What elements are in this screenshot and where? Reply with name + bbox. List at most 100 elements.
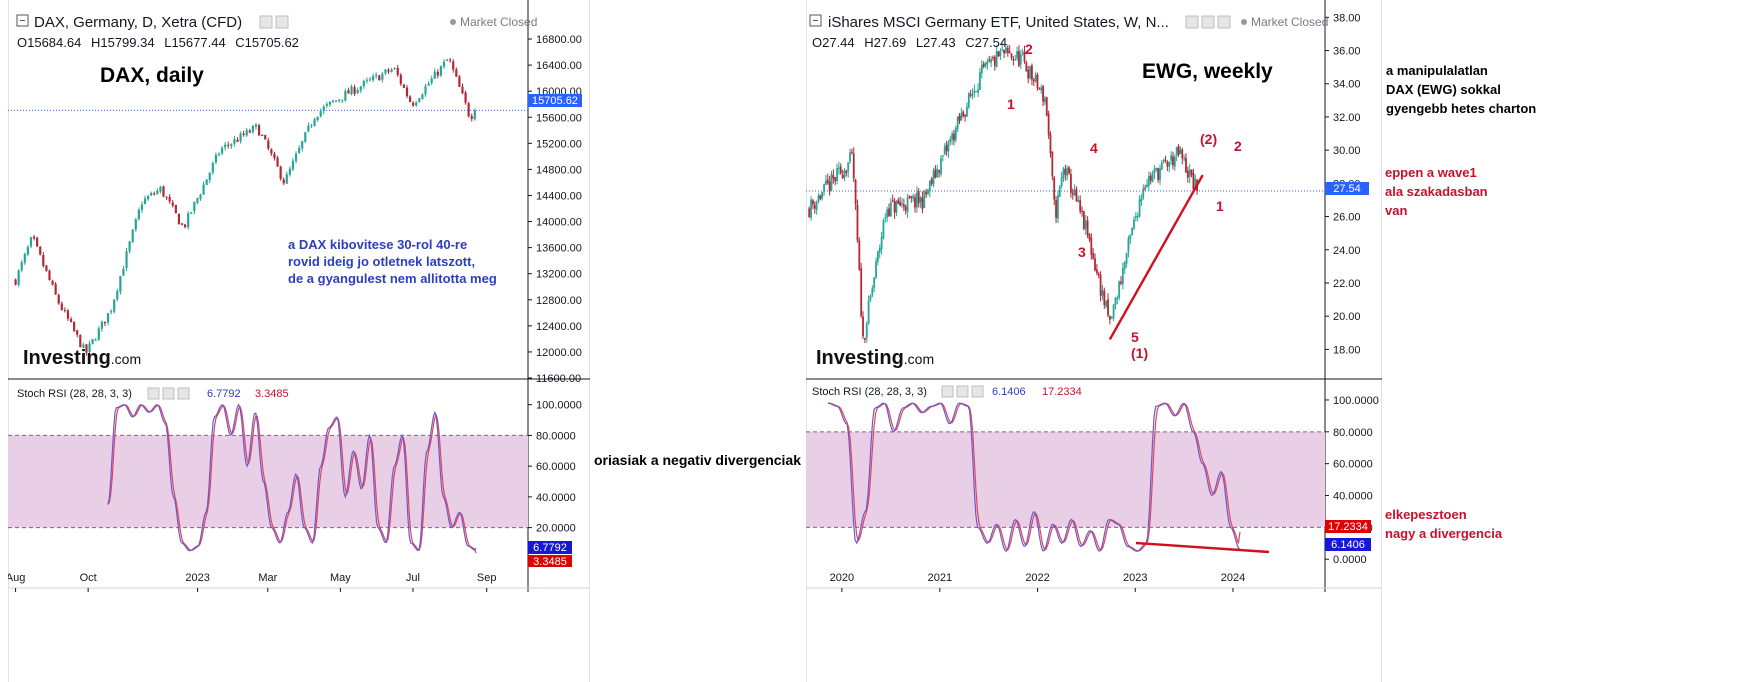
market-status-dot	[450, 19, 456, 25]
candle-body	[1149, 175, 1152, 181]
candle-body	[958, 115, 961, 122]
candle-body	[960, 113, 963, 121]
svg-text:15705.62: 15705.62	[532, 95, 578, 107]
candle-body	[294, 153, 298, 161]
candle-body	[79, 334, 82, 348]
candle-body	[1073, 189, 1076, 196]
candle-body	[863, 338, 866, 340]
candle-body	[1057, 195, 1059, 219]
candle-body	[350, 86, 353, 95]
close-icon[interactable]	[177, 387, 190, 400]
candle-body	[88, 343, 91, 353]
candle-body	[119, 276, 122, 292]
stoch-tick-label: 40.0000	[536, 492, 576, 504]
candle-body	[1038, 88, 1041, 90]
candle-body	[1105, 301, 1108, 307]
candle-body	[966, 106, 968, 117]
candle-body	[938, 170, 941, 173]
candle-body	[1116, 297, 1119, 300]
candle-body	[1075, 188, 1078, 202]
candle-body	[100, 321, 103, 329]
ewg-chart-svg: 18.0020.0022.0024.0026.0028.0030.0032.00…	[806, 0, 1382, 592]
candle-body	[199, 194, 202, 199]
x-tick-label: 2022	[1025, 572, 1049, 584]
y-tick-label: 18.00	[1333, 344, 1361, 356]
eye-icon[interactable]	[147, 387, 160, 400]
candle-body	[1036, 74, 1039, 89]
candle-body	[1003, 49, 1005, 54]
ewg-chart-panel: 18.0020.0022.0024.0026.0028.0030.0032.00…	[806, 0, 1382, 682]
close-icon[interactable]	[1217, 15, 1231, 29]
stoch-k-value: 6.7792	[207, 388, 241, 400]
candle-body	[264, 135, 267, 140]
candle-body	[36, 237, 39, 247]
candle-body	[908, 196, 911, 198]
candle-body	[1005, 47, 1007, 53]
x-tick-label: Mar	[258, 572, 277, 584]
candle-body	[418, 98, 421, 102]
candle-body	[1177, 146, 1180, 155]
candle-body	[177, 213, 181, 225]
candle-body	[1157, 168, 1160, 180]
candle-body	[956, 116, 959, 130]
candle-body	[63, 310, 66, 312]
candle-body	[953, 133, 955, 141]
candle-body	[110, 311, 113, 313]
y-tick-label: 15200.00	[536, 138, 582, 150]
candle-body	[233, 139, 236, 144]
candle-body	[912, 195, 915, 199]
candle-body	[1159, 168, 1161, 181]
eye-icon[interactable]	[1185, 15, 1199, 29]
candle-body	[947, 142, 950, 152]
candle-body	[1014, 59, 1017, 61]
settings-icon[interactable]	[275, 15, 289, 29]
wave1-trendline	[1108, 174, 1204, 341]
candle-body	[869, 295, 872, 301]
candle-body	[1131, 227, 1134, 236]
candle-body	[1084, 220, 1087, 229]
candle-body	[1179, 149, 1182, 154]
candle-body	[1077, 200, 1080, 203]
candle-body	[396, 67, 399, 76]
candle-body	[1164, 159, 1167, 161]
eye-icon[interactable]	[941, 385, 954, 398]
candle-body	[1108, 315, 1111, 320]
candle-body	[301, 141, 304, 149]
candle-body	[183, 224, 187, 228]
candle-body	[984, 62, 987, 67]
eye-icon[interactable]	[259, 15, 273, 29]
candle-body	[975, 91, 978, 93]
candle-body	[276, 157, 279, 167]
settings-icon[interactable]	[162, 387, 175, 400]
svg-text:17.2334: 17.2334	[1328, 521, 1368, 533]
candle-body	[205, 179, 208, 185]
stoch-tick-label: 100.0000	[536, 400, 582, 412]
candle-body	[82, 344, 85, 348]
candle-body	[248, 130, 251, 133]
candle-body	[995, 51, 998, 67]
ewg-weakness-note: a manipulalatlan DAX (EWG) sokkal gyenge…	[1386, 63, 1537, 116]
candle-body	[884, 217, 887, 219]
ohlc-open: O27.44	[812, 35, 855, 50]
stoch-tick-label: 60.0000	[536, 461, 576, 473]
candle-body	[261, 134, 264, 136]
candle-body	[826, 179, 829, 183]
candle-body	[823, 184, 825, 192]
y-tick-label: 14800.00	[536, 164, 582, 176]
settings-icon[interactable]	[1201, 15, 1215, 29]
candle-body	[836, 168, 838, 181]
candle-body	[23, 253, 26, 263]
candle-body	[150, 193, 153, 196]
y-tick-label: 20.00	[1333, 311, 1361, 323]
candle-body	[381, 73, 384, 80]
stoch-tick-label: 100.0000	[1333, 395, 1379, 407]
candle-body	[291, 160, 295, 170]
svg-text:O15684.64 H15799.34: O15684.64 H15799.34 L15677.44 C15705.62	[17, 35, 299, 50]
settings-icon[interactable]	[956, 385, 969, 398]
x-tick-label: 2023	[1123, 572, 1147, 584]
close-icon[interactable]	[971, 385, 984, 398]
candle-body	[140, 204, 144, 211]
candle-body	[825, 180, 827, 185]
candle-body	[1166, 161, 1169, 167]
candle-body	[168, 196, 171, 202]
